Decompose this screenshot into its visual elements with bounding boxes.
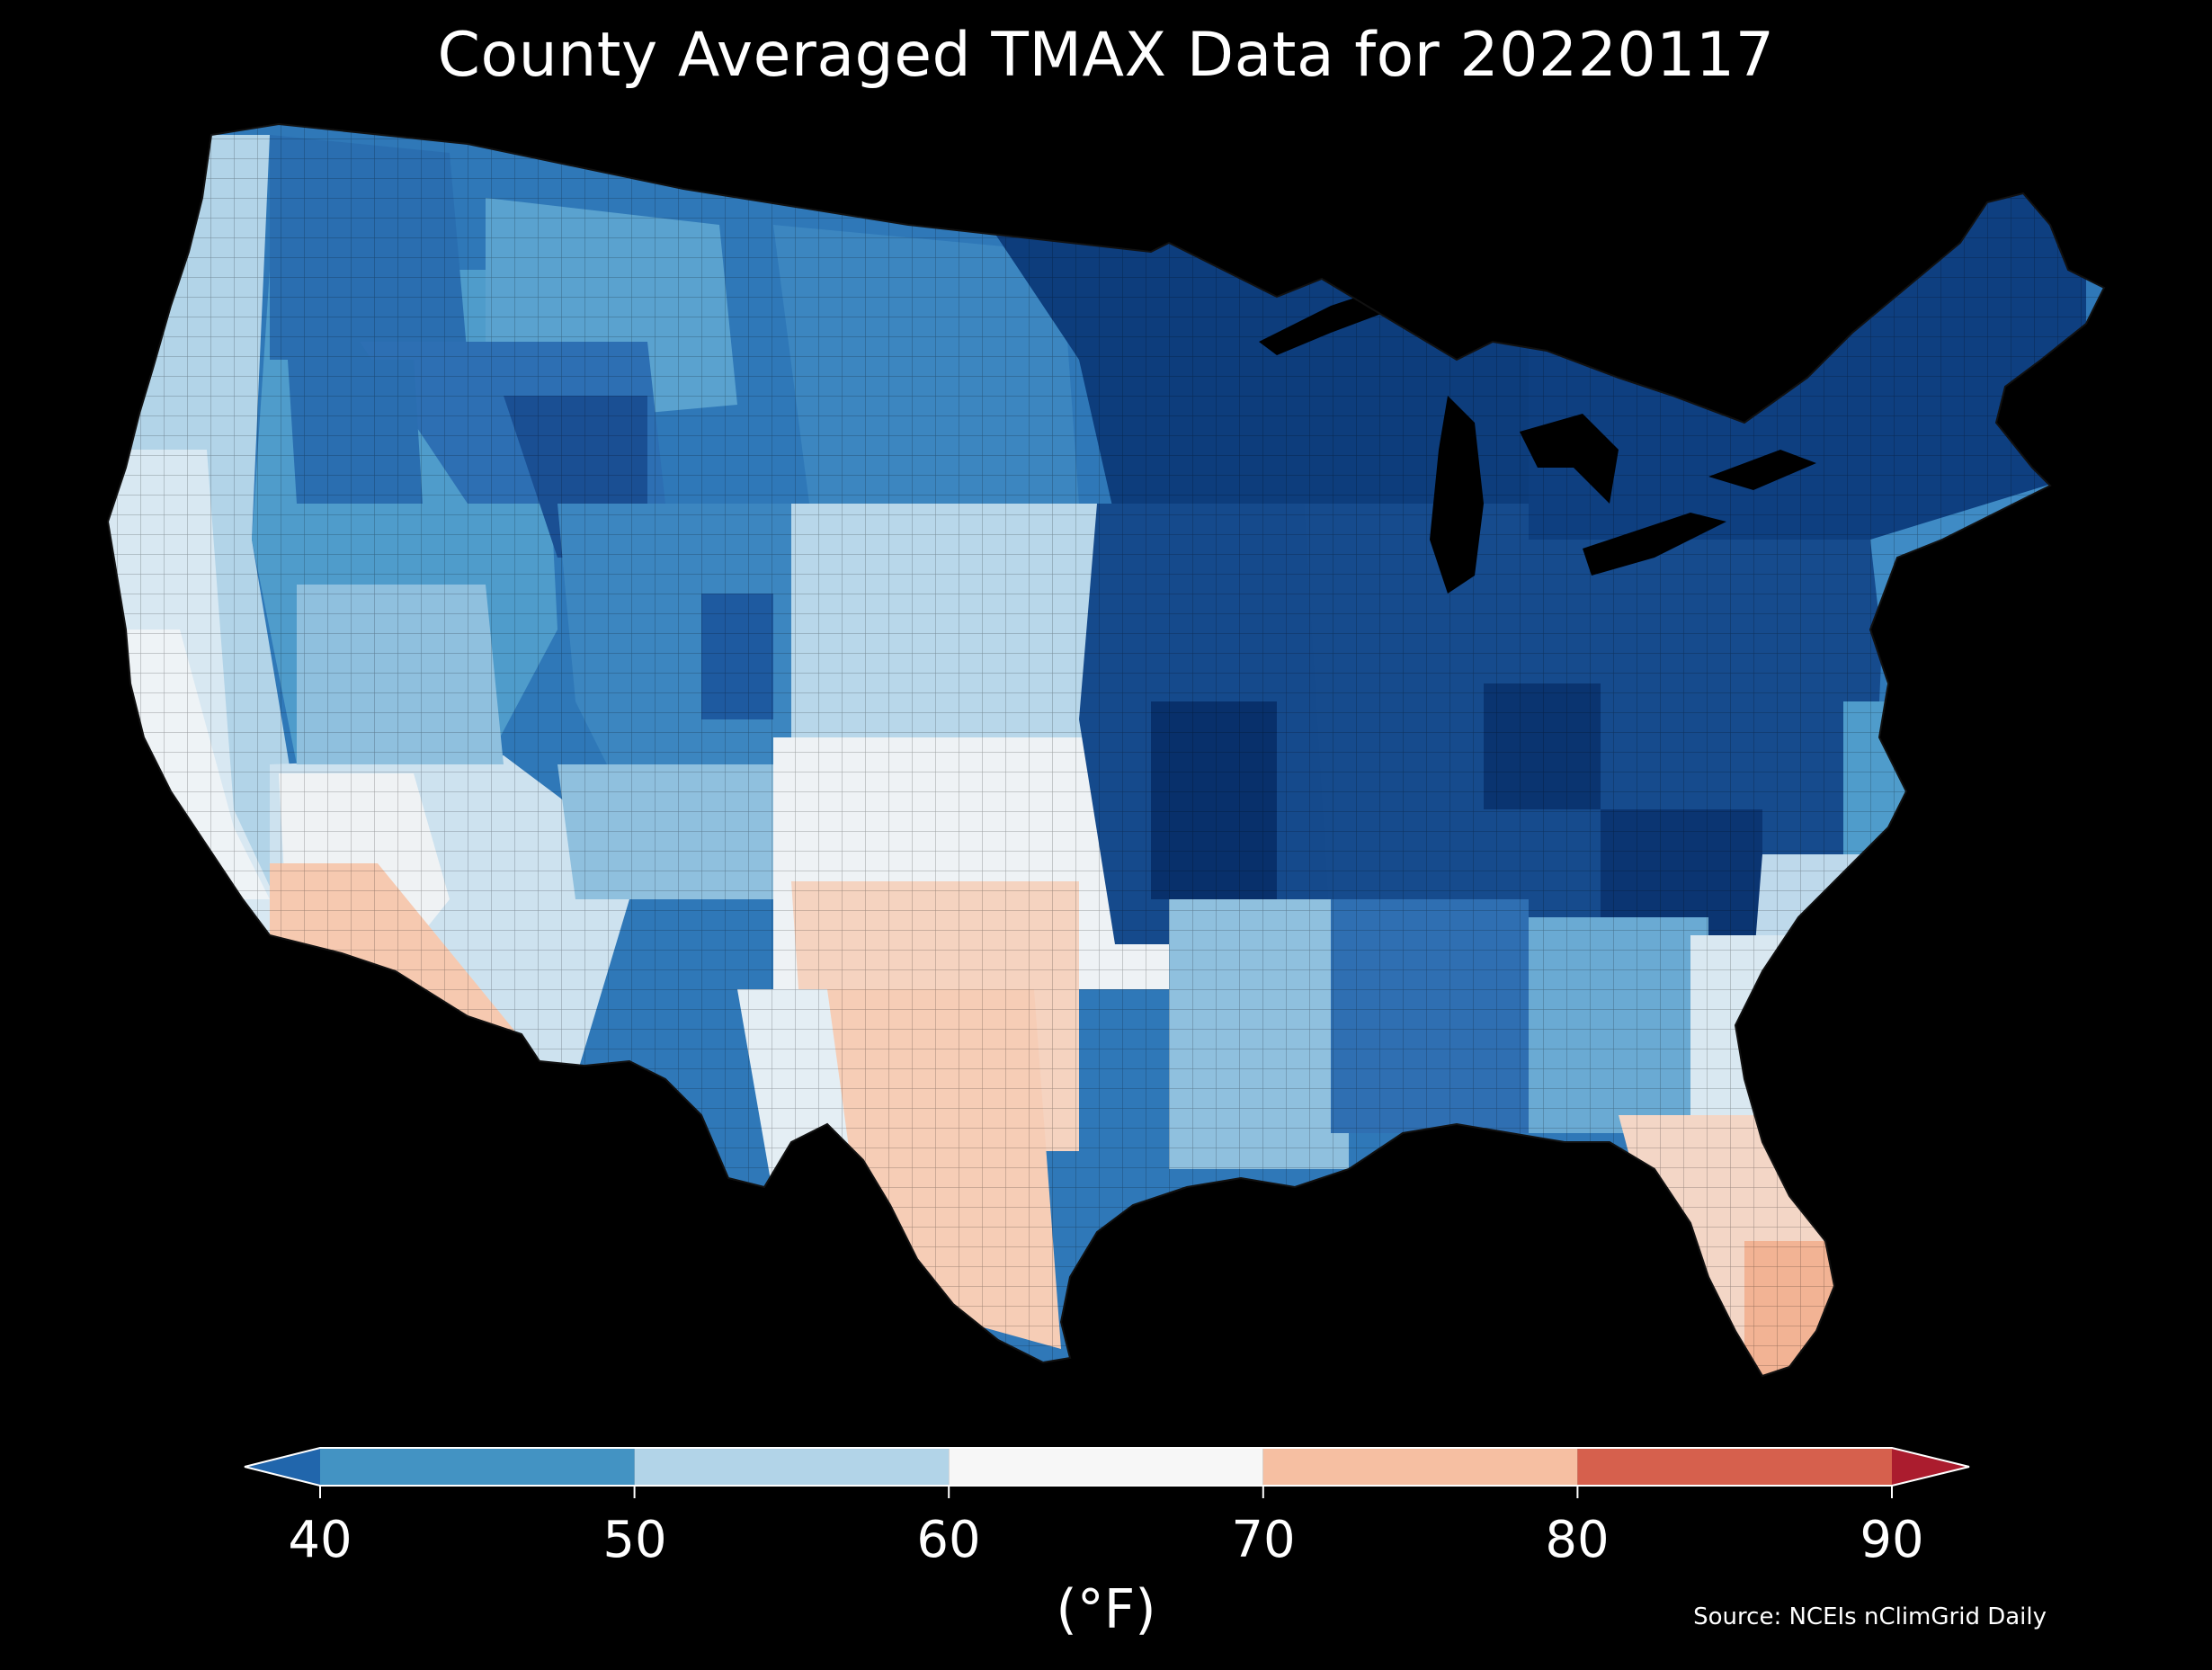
- colorbar-tick: 80: [1545, 1511, 1610, 1569]
- colorbar-bin: [1577, 1448, 1892, 1486]
- colorbar-bin: [949, 1448, 1263, 1486]
- colorbar-extend-low: [245, 1448, 320, 1486]
- colorbar-svg: [244, 1447, 1970, 1498]
- colorbar-bin: [1262, 1448, 1578, 1486]
- colorbar-extend-high: [1892, 1448, 1969, 1486]
- colorbar-tick: 70: [1231, 1511, 1296, 1569]
- colorbar-bin: [634, 1448, 950, 1486]
- colorbar-tick: 60: [916, 1511, 981, 1569]
- us-county-map: [106, 122, 2106, 1378]
- colorbar-tick: 90: [1860, 1511, 1924, 1569]
- colorbar-tick: 40: [288, 1511, 352, 1569]
- map-area: [106, 122, 2106, 1378]
- source-credit: Source: NCEIs nClimGrid Daily: [1693, 1603, 2047, 1630]
- colorbar-bin: [320, 1448, 635, 1486]
- colorbar-unit-label: (°F): [1056, 1578, 1156, 1641]
- colorbar: [0, 1439, 2212, 1666]
- colorbar-tick: 50: [602, 1511, 667, 1569]
- map-title: County Averaged TMAX Data for 20220117: [437, 20, 1775, 91]
- us-outline: [106, 122, 2106, 1378]
- great-lakes: [1259, 270, 1816, 594]
- temperature-fill: [108, 124, 2104, 1376]
